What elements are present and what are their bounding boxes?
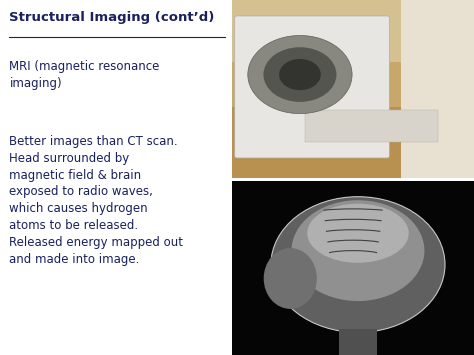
Bar — [401, 0, 474, 178]
Text: Structural Imaging (cont’d): Structural Imaging (cont’d) — [9, 11, 215, 24]
Text: MRI (magnetic resonance
imaging): MRI (magnetic resonance imaging) — [9, 60, 160, 90]
Bar — [232, 106, 474, 178]
Ellipse shape — [292, 200, 424, 301]
Text: Better images than CT scan.
Head surrounded by
magnetic field & brain
exposed to: Better images than CT scan. Head surroun… — [9, 135, 183, 266]
Ellipse shape — [271, 197, 445, 332]
Ellipse shape — [264, 248, 317, 309]
Circle shape — [264, 47, 337, 102]
Ellipse shape — [307, 204, 409, 263]
Bar — [305, 110, 438, 142]
Bar — [232, 0, 474, 178]
Circle shape — [279, 59, 321, 90]
Circle shape — [248, 36, 352, 114]
Bar — [232, 0, 474, 62]
Bar — [232, 181, 474, 355]
FancyBboxPatch shape — [235, 16, 389, 158]
Bar — [338, 329, 377, 355]
